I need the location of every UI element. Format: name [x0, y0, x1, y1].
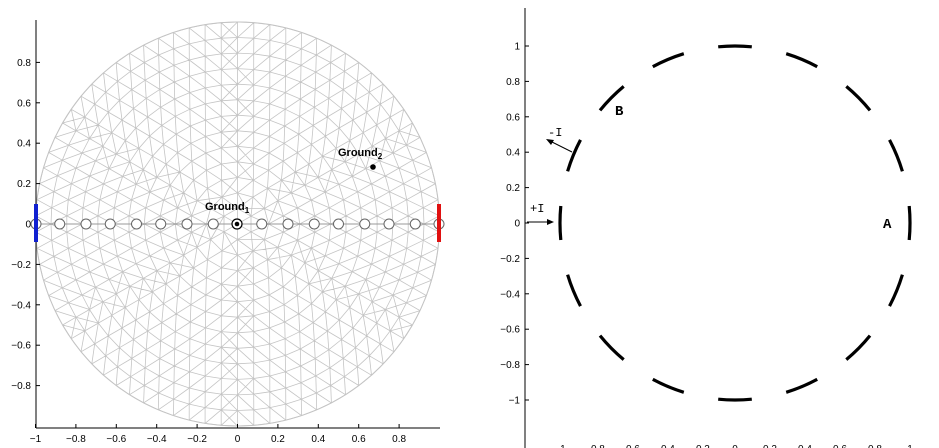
y-tick-label: 0.8: [506, 77, 520, 88]
y-tick-label: −0.2: [500, 254, 520, 265]
y-tick-label: 0.4: [17, 139, 31, 150]
electrode-circle: [359, 218, 371, 230]
x-tick-label: 0: [235, 434, 241, 445]
electrode-circle: [131, 218, 142, 230]
y-tick-label: 0.8: [17, 58, 31, 69]
electrode-circle: [80, 218, 92, 230]
y-tick-label: −0.8: [11, 381, 31, 392]
electrode-circle: [54, 218, 66, 230]
mesh-edges: [35, 21, 440, 427]
ground-1-marker: [231, 218, 243, 230]
boundary-electrode: [652, 52, 685, 69]
y-tick-label: −0.6: [500, 325, 520, 336]
electrode-circle: [333, 218, 344, 230]
right-y-tick-labels: 1 0.8 0.6 0.4 0.2 0 −0.2 −0.4 −0.6 −0.8 −1: [500, 42, 529, 407]
boundary-electrode: [566, 274, 582, 307]
x-tick-label: 0.2: [763, 444, 777, 448]
y-tick-label: −0.4: [11, 300, 31, 311]
electrode-circle: [256, 218, 268, 230]
boundary-electrode: [566, 139, 582, 172]
x-tick-label: −1: [554, 444, 566, 448]
x-tick-label: 0: [732, 444, 738, 448]
x-tick-label: −0.2: [187, 434, 207, 445]
x-tick-label: 0.2: [271, 434, 285, 445]
boundary-electrode: [845, 334, 872, 361]
y-tick-label: 0.6: [17, 98, 31, 109]
boundary-electrode: [652, 377, 685, 394]
boundary-electrode: [907, 205, 912, 241]
right-electrode-plot: 10.80.60.40.20−0.2−0.4−0.6−0.8−1 −1−0.8−…: [500, 8, 913, 448]
plus-i-arrowhead: [547, 219, 554, 225]
x-tick-label: −0.2: [690, 444, 710, 448]
x-tick-label: 0.8: [868, 444, 882, 448]
minus-i-arrowhead: [546, 139, 554, 145]
left-mesh-plot: −1 −0.8 −0.6 −0.4 −0.2 0 0.2 0.4 0.6 0.8 0.8 0.6 0.…: [11, 20, 445, 445]
label-b: B: [615, 104, 624, 120]
right-x-tick-labels: −1 −0.8 −0.6 −0.4 −0.2 0 0.2 0.4 0.6 0.8 1: [554, 444, 913, 448]
y-tick-label: 0.2: [17, 179, 31, 190]
electrode-circle: [282, 218, 294, 230]
boundary-electrode: [598, 85, 625, 112]
boundary-electrode: [785, 377, 818, 394]
label-minus-i: -I: [548, 126, 562, 140]
y-tick-label: 0: [25, 220, 31, 231]
ground-2-label: Ground2: [338, 147, 383, 161]
boundary-electrode: [718, 397, 752, 402]
x-tick-label: −0.6: [620, 444, 640, 448]
x-tick-label: −0.8: [66, 434, 86, 445]
electrode-circle: [155, 218, 167, 230]
boundary-electrodes: [558, 44, 912, 402]
x-tick-label: −0.4: [655, 444, 675, 448]
electrode-circle: [104, 218, 116, 230]
boundary-electrode: [718, 44, 752, 49]
electrode-circle: [308, 218, 320, 230]
minus-i-arrow: [549, 140, 573, 153]
y-tick-label: 0: [514, 219, 520, 230]
y-tick-label: −0.2: [11, 260, 31, 271]
left-x-tick-labels: −1 −0.8 −0.6 −0.4 −0.2 0 0.2 0.4 0.6 0.8: [30, 424, 406, 445]
electrode-circle: [409, 218, 421, 230]
electrode-circle: [207, 218, 219, 230]
y-tick-label: 0.4: [506, 148, 520, 159]
x-tick-label: −0.4: [147, 434, 167, 445]
label-plus-i: +I: [530, 202, 544, 216]
x-tick-label: 0.4: [798, 444, 812, 448]
x-tick-label: −0.8: [585, 444, 605, 448]
y-tick-label: 1: [514, 42, 520, 53]
boundary-electrode: [845, 85, 872, 112]
x-tick-label: 0.6: [833, 444, 847, 448]
electrode-circle: [383, 218, 395, 230]
x-tick-label: −0.6: [106, 434, 126, 445]
boundary-electrode: [888, 274, 904, 307]
boundary-electrode: [598, 334, 625, 361]
y-tick-label: −1: [509, 396, 521, 407]
x-tick-label: 0.4: [311, 434, 325, 445]
ground-1-label: Ground1: [205, 201, 250, 215]
x-tick-label: 1: [907, 444, 913, 448]
y-tick-label: −0.6: [11, 341, 31, 352]
y-tick-label: −0.4: [500, 289, 520, 300]
x-tick-label: 0.6: [352, 434, 366, 445]
x-tick-label: −1: [30, 434, 42, 445]
ground-2-marker: [370, 164, 376, 170]
y-tick-label: 0.2: [506, 183, 520, 194]
boundary-electrode: [558, 205, 563, 241]
electrode-circle: [181, 218, 193, 230]
y-tick-label: −0.8: [500, 360, 520, 371]
boundary-electrode: [888, 139, 904, 172]
boundary-electrode: [785, 52, 818, 69]
label-a: A: [883, 217, 892, 233]
y-tick-label: 0.6: [506, 112, 520, 123]
x-tick-label: 0.8: [392, 434, 406, 445]
